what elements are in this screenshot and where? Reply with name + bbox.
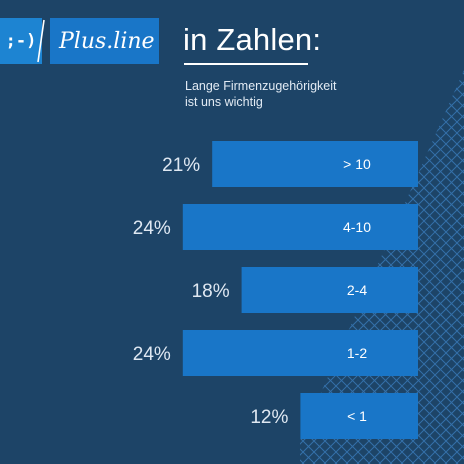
bar-1 xyxy=(182,204,418,250)
brand-logo: ;-) Plus.line xyxy=(0,18,159,64)
page-subtitle: Lange Firmenzugehörigkeit ist uns wichti… xyxy=(185,78,336,110)
bar-0 xyxy=(212,141,418,187)
logo-slash-divider xyxy=(37,19,45,63)
category-label-1: 4-10 xyxy=(343,219,371,235)
category-label-3: 1-2 xyxy=(347,345,367,361)
logo-wordmark: Plus.line xyxy=(50,18,159,64)
category-label-4: < 1 xyxy=(347,408,367,424)
title-underline xyxy=(184,63,308,65)
logo-emoticon: ;-) xyxy=(0,18,42,64)
category-label-2: 2-4 xyxy=(347,282,367,298)
page-title: in Zahlen: xyxy=(183,22,322,57)
value-label-0: 21% xyxy=(162,155,200,176)
value-label-3: 24% xyxy=(133,344,171,365)
subtitle-line-2: ist uns wichtig xyxy=(185,95,263,109)
value-label-2: 18% xyxy=(192,281,230,302)
value-label-4: 12% xyxy=(250,407,288,428)
bar-3 xyxy=(182,330,418,376)
subtitle-line-1: Lange Firmenzugehörigkeit xyxy=(185,79,337,93)
value-label-1: 24% xyxy=(133,218,171,239)
bar-4 xyxy=(300,393,418,439)
category-label-0: > 10 xyxy=(343,156,371,172)
bar-2 xyxy=(241,267,418,313)
